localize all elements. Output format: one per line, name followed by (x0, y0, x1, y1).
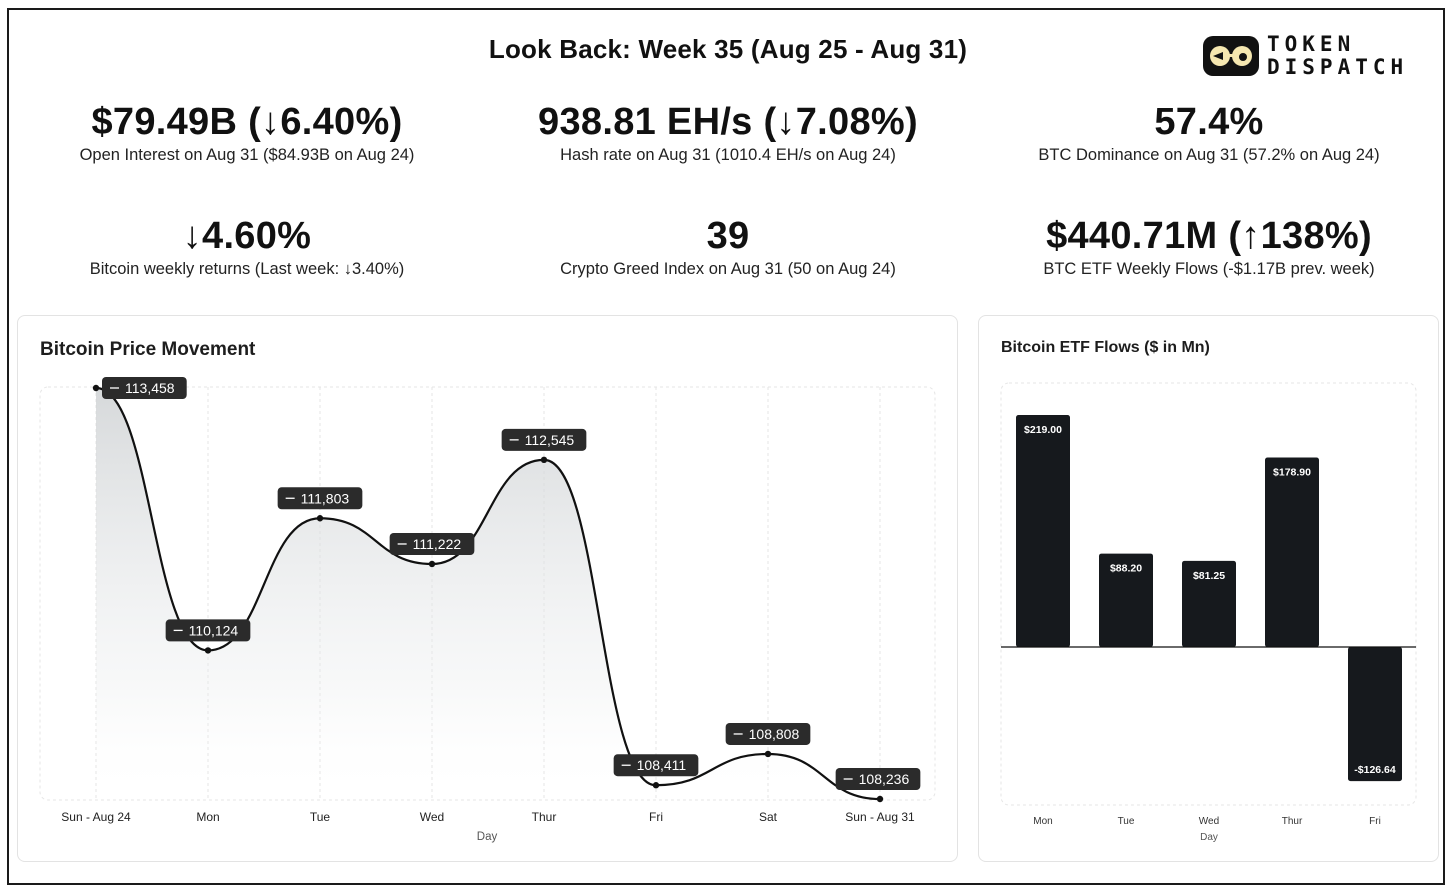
etf-bar (1016, 415, 1070, 647)
x-tick-label: Fri (649, 810, 663, 824)
etf-bar (1182, 560, 1236, 647)
stat-value: 57.4% (1154, 101, 1264, 143)
logo-glasses-icon (1203, 36, 1259, 76)
etf-bar (1099, 553, 1153, 647)
stat-value: $79.49B (↓6.40%) (91, 101, 403, 143)
data-label-text: 111,222 (413, 536, 462, 552)
stat-label: BTC Dominance on Aug 31 (57.2% on Aug 24… (1038, 146, 1380, 164)
data-label-text: 112,545 (525, 432, 575, 448)
data-label-text: 113,458 (125, 380, 175, 396)
stat-value: 938.81 EH/s (↓7.08%) (538, 101, 918, 143)
stat-label: Bitcoin weekly returns (Last week: ↓3.40… (89, 260, 405, 278)
x-tick-label: Thur (1282, 816, 1303, 827)
price-data-label: 108,411 (613, 754, 699, 777)
data-label-text: 108,808 (749, 726, 800, 742)
x-tick-label: Mon (196, 810, 219, 824)
etf-chart: $219.00 Mon $88.20 Tue $81.25 Wed $178.90 Thur -… (1000, 382, 1417, 843)
etf-chart-title: Bitcoin ETF Flows ($ in Mn) (1001, 339, 1210, 356)
etf-bar-label: $178.90 (1273, 466, 1311, 478)
x-tick-label: Tue (1118, 816, 1135, 827)
data-label-bg (277, 487, 363, 510)
logo-text: TOKEN DISPATCH (1267, 33, 1408, 79)
data-label-bg (725, 722, 811, 745)
x-tick-label: Tue (310, 810, 331, 824)
data-label-bg (165, 619, 251, 642)
price-area-fill (96, 388, 880, 799)
stat-value: 39 (706, 215, 750, 257)
data-label-text: 111,803 (301, 490, 350, 506)
stat-value: ↓4.60% (182, 215, 312, 257)
data-label-bg (102, 377, 187, 399)
x-axis-title: Day (1200, 832, 1218, 843)
etf-bar-label: -$126.64 (1354, 764, 1396, 776)
price-data-label: 110,124 (165, 619, 251, 642)
x-tick-label: Wed (420, 810, 444, 824)
etf-bar-label: $219.00 (1024, 424, 1062, 436)
stat-label: BTC ETF Weekly Flows (-$1.17B prev. week… (1043, 260, 1375, 278)
x-tick-label: Fri (1369, 816, 1381, 827)
price-point (92, 384, 100, 392)
stat-label: Crypto Greed Index on Aug 31 (50 on Aug … (560, 260, 896, 278)
price-chart-title: Bitcoin Price Movement (40, 339, 256, 360)
logo-text-line1: TOKEN (1267, 32, 1356, 56)
stat-btc-dominance: 57.4% BTC Dominance on Aug 31 (57.2% on … (974, 100, 1444, 165)
x-tick-label: Thur (532, 810, 557, 824)
price-chart: 113,458 110,124 111,803 111,222 112,545 108,4… (39, 377, 936, 843)
price-data-label: 111,803 (277, 487, 363, 510)
stat-hash-rate: 938.81 EH/s (↓7.08%) Hash rate on Aug 31… (493, 100, 963, 165)
x-axis-title: Day (477, 831, 498, 843)
x-tick-label: Sat (759, 810, 778, 824)
data-label-bg (613, 754, 699, 777)
stat-open-interest: $79.49B (↓6.40%) Open Interest on Aug 31… (12, 100, 482, 165)
logo-text-line2: DISPATCH (1267, 55, 1409, 79)
stat-value: $440.71M (↑138%) (1046, 215, 1372, 257)
data-label-bg (835, 768, 921, 790)
token-dispatch-logo: TOKEN DISPATCH (1203, 33, 1425, 80)
data-label-text: 108,411 (637, 757, 687, 773)
price-data-label: 113,458 (102, 377, 187, 399)
x-tick-label: Sun - Aug 24 (61, 810, 131, 824)
price-data-label: 112,545 (501, 428, 587, 451)
stat-weekly-returns: ↓4.60% Bitcoin weekly returns (Last week… (12, 214, 482, 279)
data-label-bg (501, 428, 587, 451)
page-title: Look Back: Week 35 (Aug 25 - Aug 31) (488, 34, 968, 64)
plot-area-border (1000, 382, 1417, 806)
x-tick-label: Sun - Aug 31 (845, 810, 915, 824)
stat-greed-index: 39 Crypto Greed Index on Aug 31 (50 on A… (493, 214, 963, 279)
x-tick-label: Wed (1199, 816, 1219, 827)
x-tick-label: Mon (1033, 816, 1052, 827)
data-label-text: 110,124 (189, 622, 239, 638)
etf-bar-label: $81.25 (1193, 570, 1225, 582)
price-point (316, 515, 324, 522)
stat-label: Hash rate on Aug 31 (1010.4 EH/s on Aug … (560, 146, 896, 164)
price-point (652, 782, 660, 789)
etf-bar (1348, 647, 1402, 782)
etf-bar (1265, 457, 1319, 647)
price-data-label: 108,236 (835, 768, 921, 790)
price-point (428, 560, 436, 568)
stat-etf-flows: $440.71M (↑138%) BTC ETF Weekly Flows (-… (974, 214, 1444, 279)
data-label-bg (389, 532, 475, 555)
price-point (876, 795, 884, 803)
etf-bar-label: $88.20 (1110, 563, 1142, 575)
data-label-text: 108,236 (859, 771, 910, 787)
plot-area-border (39, 386, 936, 801)
price-point (764, 750, 772, 758)
price-point (204, 647, 212, 654)
price-data-label: 111,222 (389, 532, 475, 555)
price-data-label: 108,808 (725, 722, 811, 745)
price-point (540, 456, 548, 464)
stat-label: Open Interest on Aug 31 ($84.93B on Aug … (79, 146, 415, 164)
